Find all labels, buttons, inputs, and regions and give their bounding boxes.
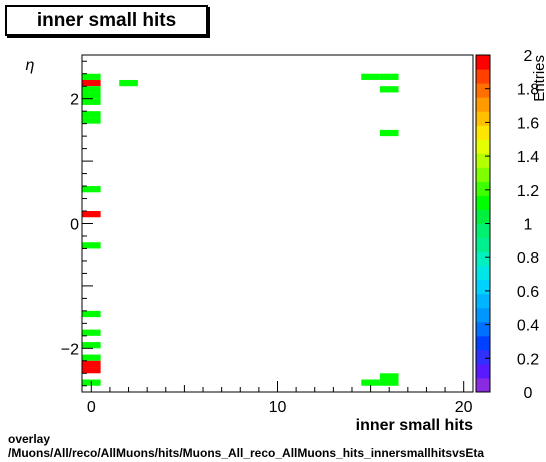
- heatmap-bin: [82, 211, 101, 218]
- heatmap-bin: [82, 86, 101, 93]
- palette-tick-label: 2: [524, 48, 533, 65]
- x-tick-label: 20: [455, 399, 473, 416]
- heatmap-bin: [82, 186, 101, 193]
- heatmap-bin: [82, 111, 101, 118]
- heatmap-bin: [379, 73, 399, 80]
- palette-band: [476, 69, 490, 84]
- heatmap-bin: [82, 329, 101, 336]
- palette-tick-label: 0.4: [517, 318, 539, 335]
- palette-tick-label: 0: [524, 385, 533, 402]
- palette-tick-label: 1.8: [517, 82, 539, 99]
- heatmap-bin: [82, 367, 101, 374]
- palette-tick-label: 1.6: [517, 115, 539, 132]
- x-tick-label: 0: [87, 399, 96, 416]
- palette-band: [476, 209, 490, 224]
- palette-tick-label: 0.8: [517, 250, 539, 267]
- palette-band: [476, 111, 490, 126]
- palette-band: [476, 265, 490, 281]
- heatmap-bin: [379, 86, 399, 93]
- heatmap-bin: [361, 73, 380, 80]
- palette-band: [476, 125, 490, 140]
- palette-tick-label: 1: [524, 217, 533, 234]
- heatmap-bin: [82, 79, 101, 87]
- palette-band: [476, 363, 490, 379]
- heatmap-bin: [119, 79, 138, 87]
- palette-band: [476, 307, 490, 323]
- x-tick-label: 10: [269, 399, 287, 416]
- palette-tick-label: 1.4: [517, 149, 539, 166]
- palette-band: [476, 349, 490, 365]
- palette-band: [476, 293, 490, 309]
- x-axis-label: inner small hits: [356, 417, 473, 434]
- palette-band: [476, 377, 490, 393]
- palette-band: [476, 153, 490, 168]
- histogram-title: inner small hits: [5, 5, 208, 36]
- heatmap-bin: [82, 92, 101, 99]
- palette-band: [476, 195, 490, 210]
- palette-band: [476, 279, 490, 295]
- palette-band: [476, 181, 490, 196]
- heatmap-bin: [82, 117, 101, 124]
- footer-histogram-path: /Muons/All/reco/AllMuons/hits/Muons_All_…: [8, 446, 485, 460]
- palette-band: [476, 237, 490, 253]
- heatmap-bin: [82, 354, 101, 361]
- palette-axis-label: Entries: [531, 55, 546, 102]
- y-tick-label: 2: [70, 92, 79, 109]
- plot-frame: [81, 54, 474, 393]
- y-axis-label: η: [26, 57, 35, 74]
- palette-band: [476, 139, 490, 154]
- palette-band: [476, 55, 490, 70]
- footer-overlay-label: overlay: [8, 432, 51, 446]
- heatmap-bin: [379, 373, 399, 380]
- palette-band: [476, 251, 490, 267]
- palette-band: [476, 97, 490, 112]
- y-tick-label: 0: [70, 217, 79, 234]
- heatmap-bin: [82, 310, 101, 318]
- heatmap-bin: [82, 360, 101, 368]
- heatmap-bin: [361, 379, 380, 386]
- heatmap-bin: [379, 129, 399, 137]
- heatmap-bin: [82, 98, 101, 105]
- palette-band: [476, 335, 490, 351]
- palette-tick-label: 1.2: [517, 183, 539, 200]
- palette-band: [476, 83, 490, 98]
- palette-band: [476, 167, 490, 182]
- y-tick-label: −2: [61, 341, 79, 358]
- palette-tick-label: 0.6: [517, 284, 539, 301]
- heatmap-bin: [82, 342, 101, 349]
- heatmap-bin: [379, 379, 399, 386]
- heatmap-bins: [82, 73, 399, 386]
- heatmap-bin: [82, 73, 101, 80]
- palette-tick-label: 0.2: [517, 351, 539, 368]
- palette-band: [476, 321, 490, 337]
- palette-band: [476, 223, 490, 239]
- heatmap-bin: [82, 242, 101, 249]
